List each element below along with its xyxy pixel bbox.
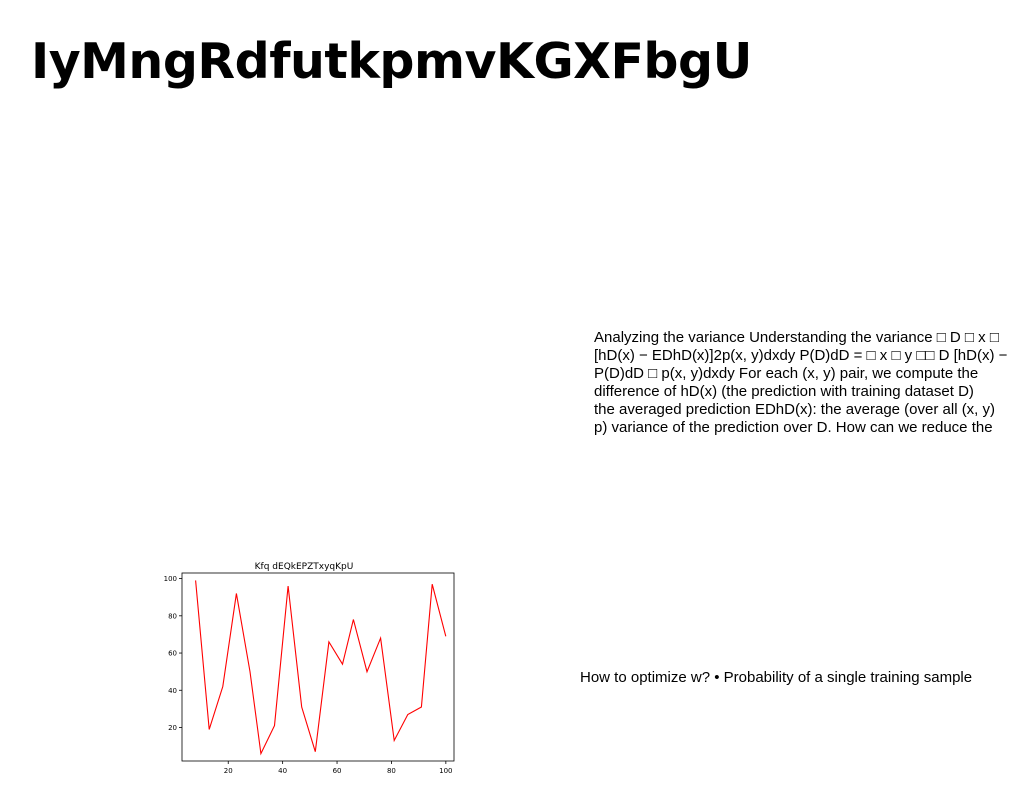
paragraph-line: difference of hD(x) (the prediction with…: [594, 383, 974, 400]
series-line: [195, 580, 447, 756]
x-tick-label: 20: [224, 767, 233, 775]
y-tick-label: 100: [164, 575, 177, 583]
slide-caption: How to optimize w? • Probability of a si…: [580, 669, 973, 686]
paragraph-line: p) variance of the prediction over D. Ho…: [594, 419, 993, 436]
y-tick-label: 60: [168, 650, 177, 658]
x-tick-label: 60: [333, 767, 342, 775]
y-tick-label: 80: [168, 612, 177, 620]
line-chart: Kfq dEQkEPZTxyqKpU 20 40 60 80 100 20 40 60 80 10…: [148, 556, 464, 780]
paragraph-line: P(D)dD □ p(x, y)dxdy For each (x, y) pai…: [594, 365, 979, 382]
axis-ticks: 20 40 60 80 100 20 40 60 80 100: [164, 575, 453, 775]
chart-canvas: Kfq dEQkEPZTxyqKpU 20 40 60 80 100 20 40 60 80 10…: [164, 562, 455, 775]
y-tick-label: 40: [168, 687, 177, 695]
x-tick-label: 40: [278, 767, 287, 775]
paragraph-line: [hD(x) − EDhD(x)]2p(x, y)dxdy P(D)dD = □…: [594, 347, 1008, 364]
series-lines: [195, 580, 447, 756]
x-tick-label: 80: [387, 767, 396, 775]
chart-title: Kfq dEQkEPZTxyqKpU: [255, 562, 354, 572]
y-tick-label: 20: [168, 724, 177, 732]
x-tick-label: 100: [439, 767, 452, 775]
plot-frame: [181, 572, 455, 762]
slide-paragraph: Analyzing the variance Understanding the…: [594, 329, 1024, 437]
paragraph-line: the averaged prediction EDhD(x): the ave…: [594, 401, 996, 418]
slide-title: IyMngRdfutkpmvKGXFbgU: [31, 33, 752, 90]
paragraph-line: Analyzing the variance Understanding the…: [594, 329, 999, 346]
